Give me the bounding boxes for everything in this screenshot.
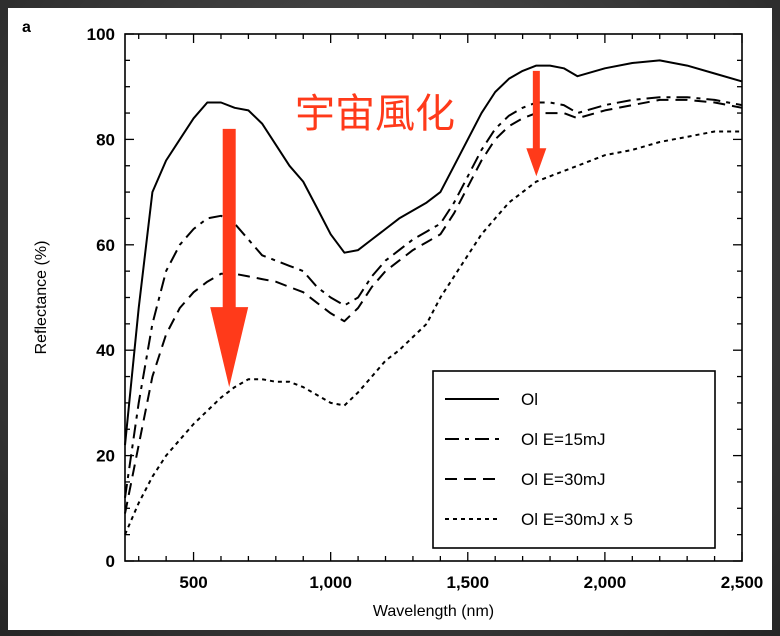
annotation-text: 宇宙風化: [295, 91, 455, 137]
x-tick-label: 1,500: [447, 573, 490, 592]
legend-label: Ol: [521, 390, 538, 409]
x-tick-label: 2,000: [584, 573, 627, 592]
series-line-3: [124, 98, 743, 514]
legend-box: [432, 370, 716, 549]
reflectance-chart: a 500 1,000 1,500 2,000 2,500 0 20 40 60 80 100 Ol O…: [22, 19, 764, 620]
panel-label: a: [22, 19, 31, 36]
annotation-arrow: [210, 128, 249, 388]
annotation-arrow: [526, 70, 547, 177]
y-tick-label: 100: [87, 25, 115, 44]
series-line-2: [124, 96, 743, 498]
legend-label: Ol E=30mJ x 5: [521, 510, 633, 529]
y-tick-label: 80: [96, 130, 115, 149]
series-line-1: [124, 59, 743, 446]
legend-label: Ol E=15mJ: [521, 430, 606, 449]
y-tick-label: 20: [96, 447, 115, 466]
legend-label: Ol E=30mJ: [521, 470, 606, 489]
chart-figure: a 500 1,000 1,500 2,000 2,500 0 20 40 60 80 100 Ol O…: [8, 8, 772, 630]
y-tick-label: 60: [96, 236, 115, 255]
y-tick-label: 0: [106, 552, 115, 571]
y-tick-label: 40: [96, 341, 115, 360]
y-axis-title: Reflectance (%): [33, 241, 50, 355]
x-tick-label: 500: [179, 573, 207, 592]
x-axis-title: Wavelength (nm): [373, 603, 494, 620]
x-tick-label: 1,000: [309, 573, 352, 592]
x-tick-label: 2,500: [721, 573, 764, 592]
